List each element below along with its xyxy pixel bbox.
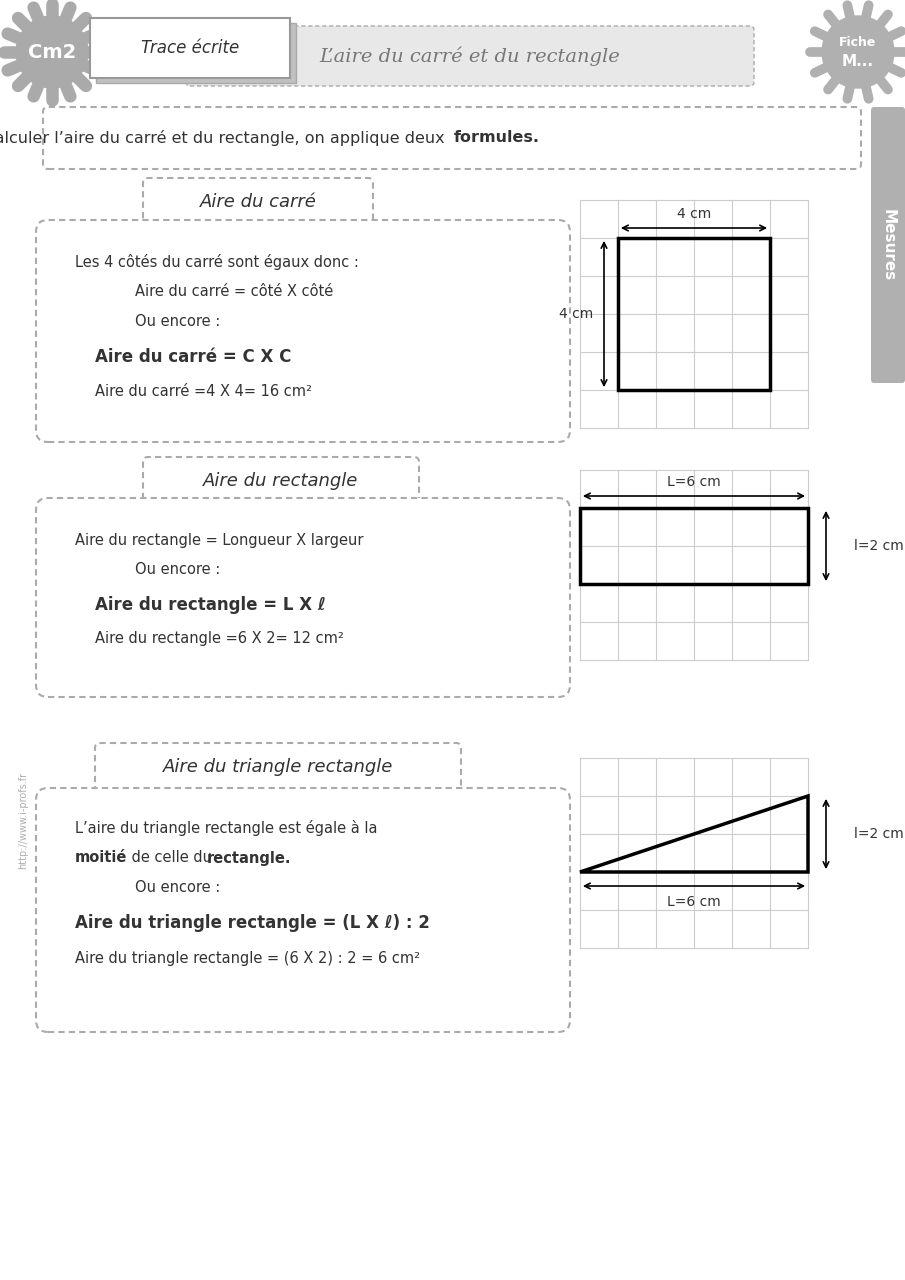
Bar xyxy=(618,238,770,390)
Text: formules.: formules. xyxy=(454,131,540,146)
Text: Pour calculer l’aire du carré et du rectangle, on applique deux: Pour calculer l’aire du carré et du rect… xyxy=(0,131,450,146)
Text: Ou encore :: Ou encore : xyxy=(135,881,220,896)
Text: Aire du triangle rectangle = (6 X 2) : 2 = 6 cm²: Aire du triangle rectangle = (6 X 2) : 2… xyxy=(75,951,420,965)
FancyBboxPatch shape xyxy=(43,108,861,169)
Text: L=6 cm: L=6 cm xyxy=(667,895,721,909)
FancyBboxPatch shape xyxy=(871,108,905,383)
Text: Aire du carré =4 X 4= 16 cm²: Aire du carré =4 X 4= 16 cm² xyxy=(95,384,312,399)
Text: rectangle.: rectangle. xyxy=(207,850,291,865)
Text: Aire du rectangle = L X ℓ: Aire du rectangle = L X ℓ xyxy=(95,596,326,614)
FancyBboxPatch shape xyxy=(143,457,419,506)
Text: Aire du carré: Aire du carré xyxy=(200,193,317,211)
Bar xyxy=(580,508,808,584)
Text: L’aire du triangle rectangle est égale à la: L’aire du triangle rectangle est égale à… xyxy=(75,820,377,836)
Text: Aire du rectangle: Aire du rectangle xyxy=(204,472,358,490)
Text: l=2 cm: l=2 cm xyxy=(854,539,904,553)
Text: Trace écrite: Trace écrite xyxy=(141,38,239,58)
Polygon shape xyxy=(96,23,296,83)
Text: Aire du carré = côté X côté: Aire du carré = côté X côté xyxy=(135,284,333,300)
Text: Ou encore :: Ou encore : xyxy=(135,562,220,577)
Text: moitié: moitié xyxy=(75,850,128,865)
Text: Aire du rectangle = Longueur X largeur: Aire du rectangle = Longueur X largeur xyxy=(75,532,364,548)
Text: M...: M... xyxy=(842,55,874,69)
Text: Cm2: Cm2 xyxy=(28,42,76,61)
FancyBboxPatch shape xyxy=(186,26,754,86)
Text: L=6 cm: L=6 cm xyxy=(667,475,721,489)
Text: Les 4 côtés du carré sont égaux donc :: Les 4 côtés du carré sont égaux donc : xyxy=(75,253,359,270)
Text: Aire du triangle rectangle = (L X ℓ) : 2: Aire du triangle rectangle = (L X ℓ) : 2 xyxy=(75,914,430,932)
Text: http://www.i-profs.fr: http://www.i-profs.fr xyxy=(18,772,28,869)
FancyBboxPatch shape xyxy=(36,220,570,442)
Text: Ou encore :: Ou encore : xyxy=(135,315,220,329)
Text: L’aire du carré et du rectangle: L’aire du carré et du rectangle xyxy=(319,46,620,65)
Text: Aire du rectangle =6 X 2= 12 cm²: Aire du rectangle =6 X 2= 12 cm² xyxy=(95,631,344,645)
Text: Fiche: Fiche xyxy=(839,36,877,49)
Text: Aire du triangle rectangle: Aire du triangle rectangle xyxy=(163,758,393,776)
Text: 4 cm: 4 cm xyxy=(559,307,593,321)
FancyBboxPatch shape xyxy=(36,788,570,1032)
Text: Aire du carré = C X C: Aire du carré = C X C xyxy=(95,348,291,366)
Text: Mesures: Mesures xyxy=(881,209,896,282)
Circle shape xyxy=(822,15,894,88)
FancyBboxPatch shape xyxy=(36,498,570,698)
Text: de celle du: de celle du xyxy=(127,850,216,865)
Text: 4 cm: 4 cm xyxy=(677,207,711,221)
FancyBboxPatch shape xyxy=(95,742,461,791)
Circle shape xyxy=(16,15,88,88)
Polygon shape xyxy=(90,18,290,78)
FancyBboxPatch shape xyxy=(143,178,373,227)
Text: l=2 cm: l=2 cm xyxy=(854,827,904,841)
